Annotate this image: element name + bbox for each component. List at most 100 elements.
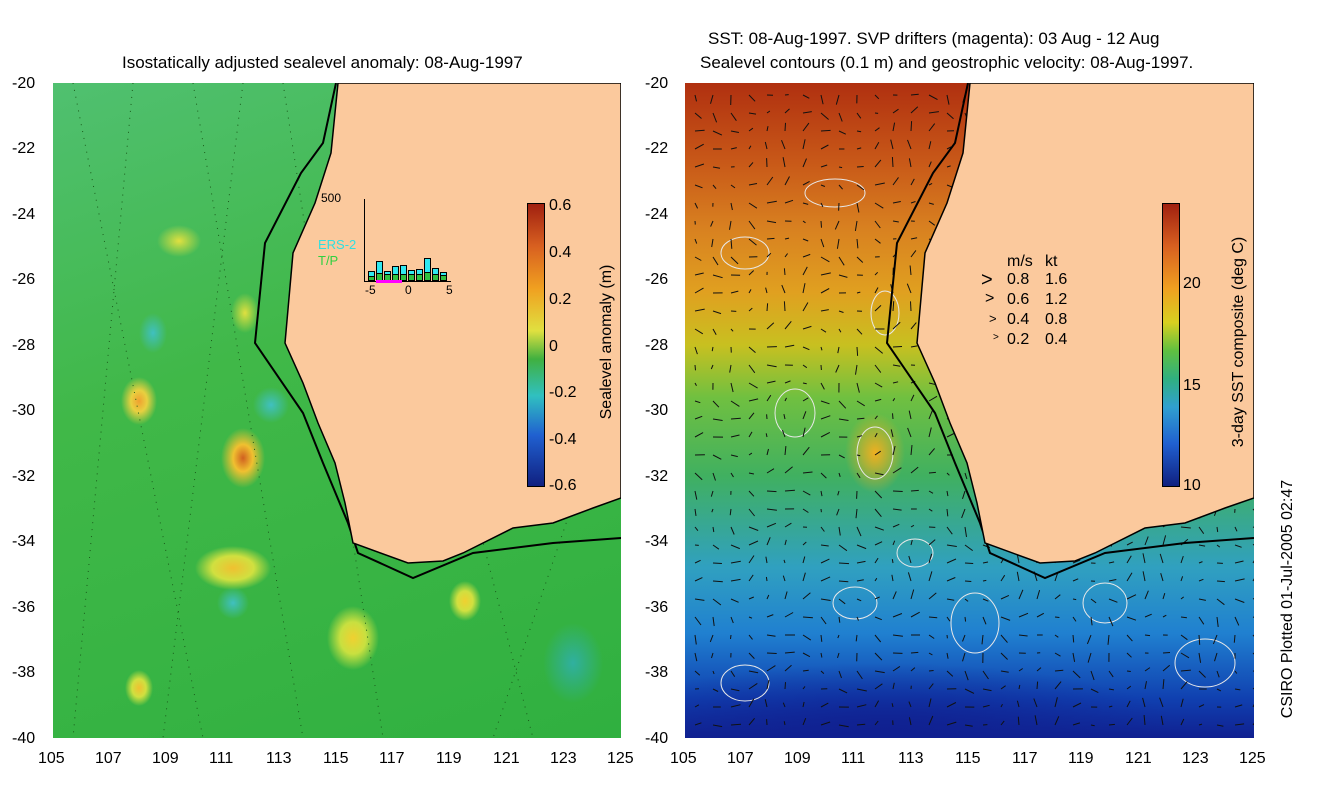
- velocity-vector: [820, 202, 824, 208]
- velocity-vector: [928, 683, 934, 690]
- velocity-vector: [855, 508, 858, 519]
- velocity-vector: [1017, 555, 1020, 564]
- sealevel-anomaly-map[interactable]: 500 ERS-2 T/P -5 0 5 0.6 0.4 0.2 0 -0.2 …: [53, 83, 621, 738]
- velocity-vector: [910, 237, 918, 240]
- velocity-vector: [784, 397, 787, 402]
- velocity-vector: [874, 526, 884, 531]
- velocity-vector: [802, 471, 813, 474]
- velocity-vector: [784, 253, 789, 258]
- velocity-vector: [781, 284, 786, 294]
- velocity-vector: [910, 93, 919, 96]
- velocity-legend: m/s kt > 0.8 1.6 > 0.6 1.2 > 0.4 0.8 > 0…: [981, 253, 1081, 353]
- velocity-vector: [694, 415, 703, 420]
- velocity-vector: [766, 322, 775, 330]
- right-panel-title-line2: Sealevel contours (0.1 m) and geostrophi…: [700, 53, 1194, 72]
- velocity-vector: [712, 274, 723, 279]
- velocity-vector: [874, 508, 882, 518]
- velocity-vector: [784, 612, 794, 618]
- velocity-vector: [820, 576, 831, 582]
- velocity-vector: [784, 539, 787, 546]
- velocity-vector: [838, 454, 845, 459]
- right-xtick: 111: [841, 750, 866, 767]
- velocity-vector: [838, 130, 847, 135]
- velocity-vector: [748, 490, 755, 497]
- velocity-vector: [1000, 685, 1006, 690]
- velocity-vector: [766, 252, 772, 258]
- velocity-vector: [820, 616, 827, 625]
- velocity-vector: [694, 670, 701, 676]
- velocity-vector: [1018, 668, 1023, 672]
- velocity-vector: [856, 526, 862, 537]
- velocity-vector: [784, 237, 790, 240]
- velocity-vector: [1072, 578, 1079, 582]
- velocity-vector: [1000, 720, 1005, 726]
- velocity-vector: [709, 634, 714, 643]
- velocity-vector: [1252, 652, 1254, 655]
- velocity-vector: [1252, 687, 1254, 690]
- inset-bar-tp: [424, 272, 431, 281]
- velocity-vector: [1018, 589, 1024, 600]
- velocity-vector: [1126, 685, 1132, 690]
- velocity-vector: [1108, 561, 1115, 564]
- velocity-vector: [1054, 697, 1058, 708]
- right-ytick: -36: [645, 599, 669, 616]
- right-ytick: -38: [645, 664, 669, 681]
- velocity-vector: [856, 723, 866, 726]
- sst-map[interactable]: m/s kt > 0.8 1.6 > 0.6 1.2 > 0.4 0.8 > 0…: [685, 83, 1254, 738]
- velocity-vector: [962, 490, 966, 500]
- velocity-vector: [874, 557, 879, 564]
- velocity-vector: [712, 256, 719, 266]
- velocity-vector: [781, 430, 786, 438]
- velocity-vector: [1234, 598, 1245, 603]
- inset-legend-tp: T/P: [318, 253, 339, 268]
- velocity-vector: [982, 704, 990, 708]
- velocity-vector: [712, 544, 720, 550]
- inset-ymax: 500: [321, 191, 342, 205]
- velocity-vector: [820, 382, 825, 390]
- velocity-vector: [1072, 616, 1077, 622]
- velocity-vector: [856, 130, 862, 133]
- velocity-vector: [908, 701, 912, 708]
- velocity-vector: [730, 688, 740, 692]
- left-ytick: -26: [12, 271, 36, 288]
- velocity-vector: [928, 111, 939, 114]
- velocity-vector: [892, 634, 903, 637]
- velocity-vector: [730, 723, 742, 726]
- velocity-vector: [946, 112, 954, 120]
- left-xtick: 105: [38, 750, 65, 767]
- velocity-vector: [802, 411, 807, 420]
- velocity-vector: [766, 665, 776, 672]
- velocity-vector: [712, 472, 716, 481]
- velocity-vector: [802, 701, 805, 708]
- velocity-vector: [802, 634, 812, 641]
- velocity-vector: [1234, 544, 1242, 548]
- velocity-vector: [782, 702, 786, 708]
- velocity-vector: [856, 417, 865, 420]
- velocity-vector: [694, 143, 704, 150]
- velocity-vector: [820, 670, 825, 674]
- inset-bar-tp: [416, 274, 423, 281]
- velocity-vector: [892, 346, 903, 348]
- velocity-vector: [838, 598, 846, 605]
- velocity-vector: [892, 591, 897, 600]
- velocity-vector: [784, 446, 787, 456]
- velocity-vector: [748, 540, 759, 546]
- velocity-vector: [838, 328, 842, 333]
- velocity-vector: [892, 467, 902, 474]
- velocity-vector: [1162, 535, 1167, 546]
- left-cb-tick-5: -0.4: [549, 431, 577, 448]
- velocity-vector: [928, 448, 935, 456]
- velocity-vector: [892, 508, 902, 511]
- velocity-vector: [964, 526, 967, 537]
- velocity-vector: [694, 652, 698, 662]
- velocity-vector: [874, 700, 880, 708]
- velocity-vector: [1198, 652, 1202, 663]
- velocity-vector: [834, 220, 840, 230]
- right-xtick: 119: [1068, 750, 1094, 767]
- left-xtick: 123: [550, 750, 577, 767]
- left-xtick: 109: [152, 750, 179, 767]
- velocity-vector: [784, 664, 792, 672]
- velocity-vector: [802, 616, 813, 619]
- velocity-vector: [748, 398, 759, 402]
- velocity-vector: [820, 558, 830, 564]
